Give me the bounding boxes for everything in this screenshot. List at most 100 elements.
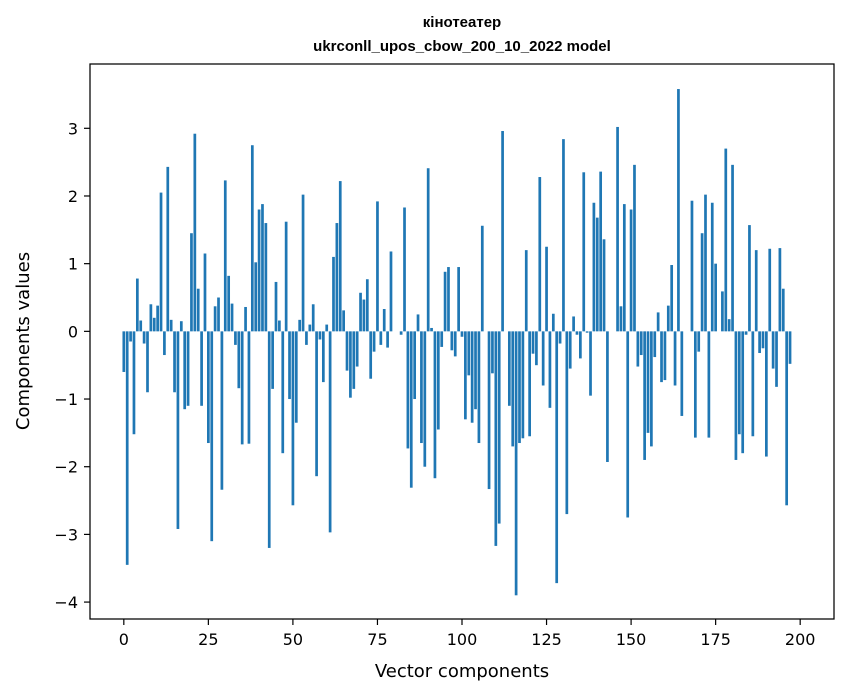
bar: [433, 331, 437, 479]
bar: [217, 297, 220, 332]
bar: [376, 201, 379, 332]
bar: [710, 202, 714, 332]
bar: [399, 331, 403, 335]
bar: [200, 331, 203, 406]
bar: [436, 331, 440, 430]
bar: [311, 304, 315, 332]
bar: [650, 331, 653, 447]
bar: [643, 331, 646, 460]
bar: [545, 246, 548, 332]
bar: [159, 192, 163, 332]
bar: [349, 331, 352, 398]
bar: [294, 331, 298, 423]
bar: [562, 139, 565, 332]
bar: [704, 194, 707, 332]
bar: [589, 331, 592, 396]
bar: [524, 250, 528, 332]
bar: [426, 168, 430, 332]
bar: [139, 320, 143, 332]
bar: [741, 331, 745, 454]
bar: [152, 317, 156, 332]
bar: [318, 331, 322, 340]
bar: [352, 331, 356, 389]
bar: [328, 331, 332, 533]
x-axis-ticks: 0 25 50 75 100 125 150 175 200: [119, 619, 815, 649]
bar: [440, 331, 444, 347]
bar: [565, 331, 569, 515]
bar: [234, 331, 237, 345]
bar: [447, 267, 450, 332]
bar: [636, 331, 640, 367]
bar: [362, 299, 366, 332]
bar: [345, 331, 349, 371]
bar: [193, 133, 197, 332]
x-tick-label: 0: [119, 630, 129, 649]
bar: [135, 278, 139, 332]
bar: [281, 331, 285, 454]
x-tick-label: 150: [616, 630, 647, 649]
bar: [748, 225, 751, 332]
bar: [186, 331, 190, 406]
bar: [528, 331, 531, 437]
x-tick-label: 175: [700, 630, 731, 649]
bar: [355, 331, 359, 367]
bar: [758, 331, 761, 354]
bar: [514, 331, 518, 596]
bar: [453, 331, 457, 357]
bar: [149, 304, 153, 332]
bar: [247, 331, 251, 444]
bar: [622, 204, 626, 332]
bar: [220, 331, 224, 490]
bar: [332, 256, 335, 332]
bar: [487, 331, 491, 490]
bar: [179, 321, 183, 332]
bar: [714, 263, 717, 332]
bar: [602, 239, 606, 332]
bar: [305, 331, 308, 345]
plot-frame: [89, 63, 835, 620]
bar: [521, 331, 525, 439]
bar: [633, 164, 636, 332]
bar: [321, 331, 325, 383]
bar: [365, 279, 369, 332]
bar: [666, 305, 670, 332]
bar: [491, 331, 494, 374]
bar: [166, 166, 170, 332]
bar: [670, 265, 674, 332]
bar: [173, 331, 176, 393]
bar: [626, 331, 630, 518]
bar: [389, 251, 393, 332]
bar: [423, 331, 427, 467]
bar: [599, 171, 603, 332]
bar: [379, 331, 383, 345]
bar: [308, 324, 312, 332]
x-tick-label: 100: [447, 630, 478, 649]
bar: [430, 327, 433, 332]
chart-title: кінотеатер: [423, 14, 501, 31]
bar: [264, 223, 268, 332]
bar: [775, 331, 778, 387]
bar: [163, 331, 166, 356]
bar: [250, 145, 254, 332]
bar: [541, 331, 545, 386]
bar: [244, 306, 247, 332]
bar: [342, 310, 345, 332]
bar: [551, 313, 555, 332]
y-tick-label: −2: [54, 458, 78, 477]
bar: [416, 314, 420, 332]
x-tick-label: 125: [531, 630, 562, 649]
bar: [653, 331, 657, 358]
bar: [359, 292, 362, 332]
bar: [734, 331, 738, 460]
bar: [125, 331, 129, 565]
bar: [257, 209, 261, 332]
bar: [210, 331, 214, 542]
bar: [470, 331, 474, 423]
bar: [301, 194, 305, 332]
bar: [579, 331, 582, 359]
bar: [169, 319, 173, 332]
bar: [132, 331, 136, 435]
bar: [531, 331, 535, 354]
bar: [606, 331, 609, 462]
bar: [207, 331, 210, 444]
